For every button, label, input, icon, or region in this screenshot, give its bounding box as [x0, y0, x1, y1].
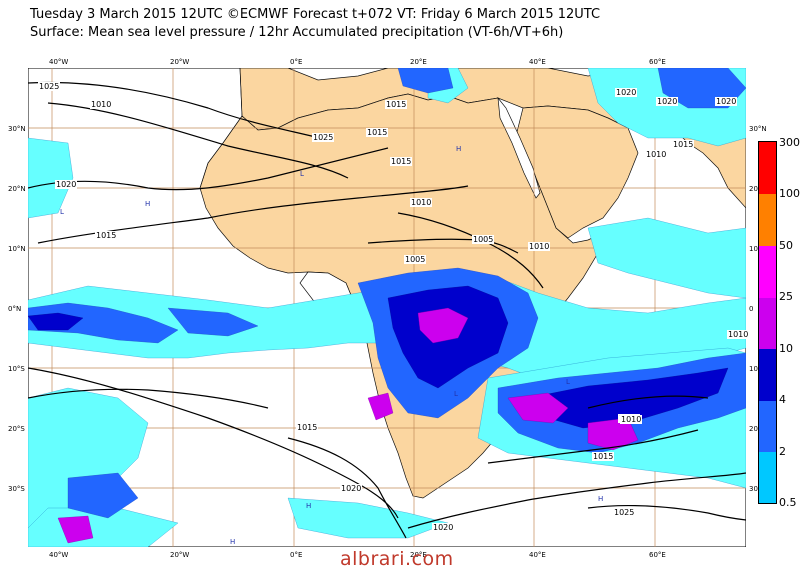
low-pressure-marker: L — [60, 208, 64, 216]
high-pressure-marker: H — [306, 502, 312, 510]
colorbar-segment — [759, 401, 776, 452]
title-line-2: Surface: Mean sea level pressure / 12hr … — [30, 25, 564, 40]
isobar-label: 1020 — [656, 97, 679, 106]
high-pressure-marker: H — [230, 538, 236, 546]
isobar-label: 1015 — [366, 128, 389, 137]
isobar-line — [28, 388, 269, 409]
isobar-label: 1020 — [340, 484, 363, 493]
isobar-line — [487, 429, 699, 464]
forecast-map — [28, 68, 746, 547]
colorbar-segment — [759, 349, 776, 401]
colorbar-segment — [759, 298, 776, 349]
isobar-label: 1020 — [615, 88, 638, 97]
isobar-label: 1005 — [472, 235, 495, 244]
lat-tick-right: 30°N — [749, 125, 767, 133]
colorbar-label: 50 — [779, 239, 793, 252]
colorbar-segment — [759, 452, 776, 503]
colorbar-segment — [759, 142, 776, 194]
low-pressure-marker: L — [566, 378, 570, 386]
isobar-line — [587, 395, 709, 409]
lon-tick-top: 40°E — [529, 58, 546, 66]
lon-tick-bottom: 0°E — [290, 551, 303, 559]
high-pressure-marker: H — [456, 145, 462, 153]
isobar-line — [287, 437, 407, 539]
isobar-label: 1025 — [613, 508, 636, 517]
isobar-line — [28, 147, 389, 191]
isobars — [28, 81, 746, 539]
title-line-1: Tuesday 3 March 2015 12UTC ©ECMWF Foreca… — [30, 7, 601, 22]
land-outline — [199, 68, 243, 189]
lon-tick-top: 20°W — [170, 58, 190, 66]
lat-tick-left: 10°N — [8, 245, 26, 253]
isobar-label: 1015 — [390, 157, 413, 166]
lat-tick-left: 10°S — [8, 365, 25, 373]
isobar-label: 1010 — [90, 100, 113, 109]
isobar-line — [47, 102, 349, 179]
lat-tick-left: 20°N — [8, 185, 26, 193]
lat-tick-left: 20°S — [8, 425, 25, 433]
watermark-text: albrari.com — [340, 548, 454, 570]
isobar-label: 1015 — [385, 100, 408, 109]
low-pressure-marker: L — [300, 170, 304, 178]
colorbar-label: 2 — [779, 445, 786, 458]
precip-extreme — [57, 307, 639, 544]
lon-tick-top: 0°E — [290, 58, 303, 66]
isobar-label: 1015 — [296, 423, 319, 432]
isobar-line — [407, 472, 746, 529]
high-pressure-marker: H — [145, 200, 151, 208]
lon-tick-top: 60°E — [649, 58, 666, 66]
isobar-label: 1010 — [727, 330, 750, 339]
lon-tick-bottom: 20°E — [410, 551, 427, 559]
isobar-label: 1015 — [672, 140, 695, 149]
isobar-label: 1015 — [95, 231, 118, 240]
isobar-label: 1005 — [404, 255, 427, 264]
isobar-label: 1010 — [645, 150, 668, 159]
lon-tick-bottom: 40°W — [49, 551, 69, 559]
isobar-line — [28, 367, 399, 519]
lat-tick-right: 30 — [749, 485, 758, 493]
lon-tick-bottom: 60°E — [649, 551, 666, 559]
colorbar-label: 25 — [779, 290, 793, 303]
colorbar-label: 10 — [779, 342, 793, 355]
colorbar-label: 300 — [779, 136, 800, 149]
low-pressure-marker: L — [454, 390, 458, 398]
lat-tick-right: 20 — [749, 185, 758, 193]
colorbar-label: 0.5 — [779, 496, 797, 509]
high-pressure-marker: H — [598, 495, 604, 503]
lon-tick-top: 40°W — [49, 58, 69, 66]
colorbar-segment — [759, 194, 776, 246]
lat-tick-right: 10 — [749, 245, 758, 253]
lat-tick-left: 30°S — [8, 485, 25, 493]
isobar-label: 1020 — [432, 523, 455, 532]
precipitation-colorbar — [758, 141, 777, 504]
isobar-line — [28, 81, 329, 141]
isobar-label: 1010 — [410, 198, 433, 207]
map-canvas — [28, 68, 746, 547]
lat-tick-left: 0°N — [8, 305, 22, 313]
lat-tick-right: 20 — [749, 425, 758, 433]
colorbar-label: 4 — [779, 393, 786, 406]
lon-tick-top: 20°E — [410, 58, 427, 66]
isobar-line — [37, 185, 469, 244]
isobar-label: 1020 — [715, 97, 738, 106]
isobar-line — [587, 504, 746, 521]
isobar-label: 1015 — [592, 452, 615, 461]
isobar-label: 1025 — [312, 133, 335, 142]
red-sea — [497, 96, 541, 199]
lat-tick-right: 10 — [749, 365, 758, 373]
colorbar-label: 100 — [779, 187, 800, 200]
lon-tick-bottom: 20°W — [170, 551, 190, 559]
isobar-label: 1010 — [528, 242, 551, 251]
isobar-label: 1025 — [38, 82, 61, 91]
lat-tick-right: 0 — [749, 305, 754, 313]
lat-tick-left: 30°N — [8, 125, 26, 133]
colorbar-segment — [759, 246, 776, 298]
isobar-label: 1020 — [55, 180, 78, 189]
lon-tick-bottom: 40°E — [529, 551, 546, 559]
isobar-label: 1010 — [620, 415, 643, 424]
